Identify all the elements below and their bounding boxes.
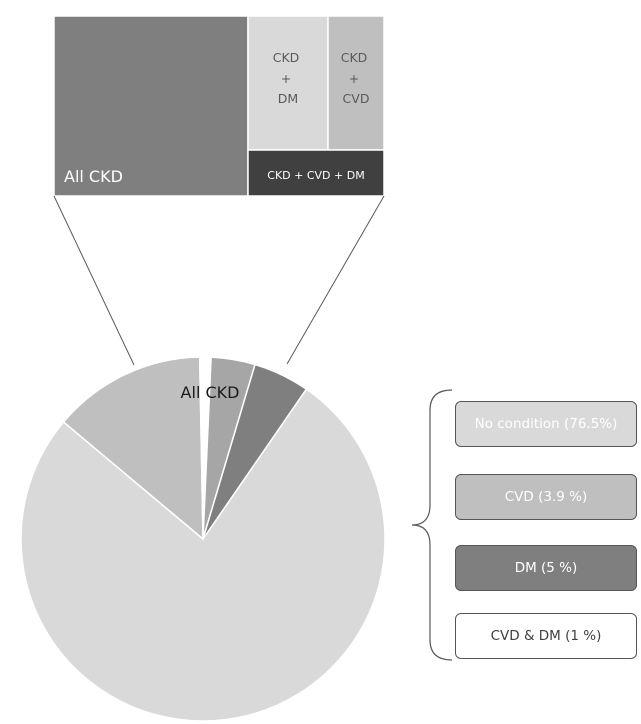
legend-label: CVD (3.9 %): [504, 489, 588, 505]
legend-item-cvd-dm: CVD & DM (1 %): [455, 613, 637, 659]
pie-label-all-ckd: All CKD: [181, 383, 240, 402]
connector-line-left: [53, 195, 135, 366]
legend-item-cvd: CVD (3.9 %): [455, 474, 637, 520]
treemap-label-ckd-cvd-dm: CKD + CVD + DM: [267, 169, 364, 182]
treemap-label-ckd: All CKD: [64, 167, 123, 186]
pie-slice-all-ckd: [62, 356, 204, 541]
pie-slice-no-condition: [20, 388, 386, 722]
treemap-cell-ckd-cvd-dm: [247, 149, 385, 197]
pie-slice-dm: [202, 363, 308, 540]
treemap-cell-ckd-dm: [247, 15, 329, 151]
pie-chart: All CKD: [20, 356, 386, 722]
treemap-cell-ckd: [53, 15, 249, 197]
connector-line-right: [286, 195, 385, 365]
legend-item-no-condition: No condition (76.5%): [455, 401, 637, 447]
legend-item-dm: DM (5 %): [455, 545, 637, 591]
legend-brace: [411, 389, 453, 661]
legend-label: CVD & DM (1 %): [490, 628, 602, 644]
legend-label: No condition (76.5%): [474, 416, 618, 432]
treemap: All CKD CKD + DM CKD + CVD CKD + CVD + D…: [53, 15, 385, 197]
legend-label: DM (5 %): [514, 560, 578, 576]
treemap-label-ckd-dm: CKD + DM: [273, 50, 304, 106]
treemap-cell-ckd-cvd: [327, 15, 385, 151]
treemap-label-ckd-cvd: CKD + CVD: [341, 50, 372, 106]
